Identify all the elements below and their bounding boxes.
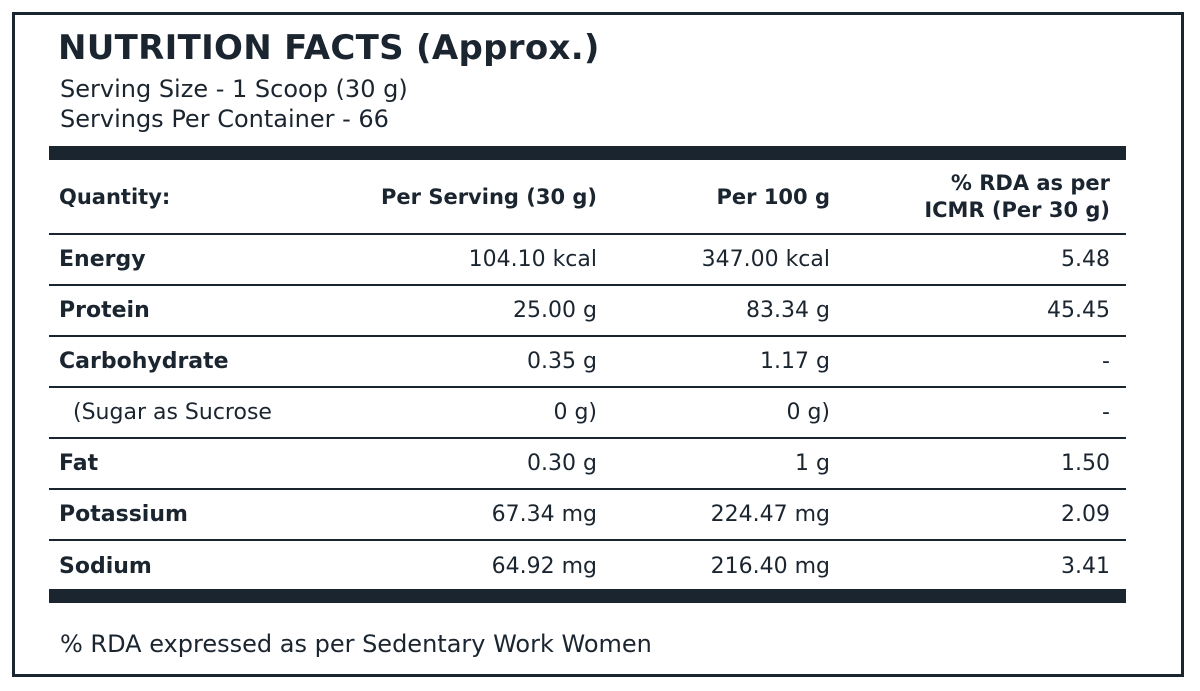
row-per-100g: 347.00 kcal [701, 247, 830, 272]
row-label: Fat [59, 451, 99, 476]
row-per-serving: 0 g) [553, 400, 597, 425]
bottom-divider-bar [49, 589, 1126, 603]
row-label: Protein [59, 298, 150, 323]
header-rda: % RDA as per ICMR (Per 30 g) [924, 170, 1110, 222]
row-per-100g: 1.17 g [760, 349, 830, 374]
servings-per-container: Servings Per Container - 66 [60, 105, 389, 133]
row-per-100g: 224.47 mg [710, 502, 830, 527]
row-per-100g: 216.40 mg [710, 554, 830, 579]
table-header-row: Quantity: Per Serving (30 g) Per 100 g %… [49, 160, 1126, 235]
row-rda: - [1102, 400, 1110, 425]
table-row: Potassium 67.34 mg 224.47 mg 2.09 [49, 490, 1126, 541]
nutrition-label-frame [12, 12, 1184, 677]
table-row: Carbohydrate 0.35 g 1.17 g - [49, 337, 1126, 388]
row-per-100g: 0 g) [786, 400, 830, 425]
table-row: (Sugar as Sucrose 0 g) 0 g) - [49, 388, 1126, 439]
row-rda: 1.50 [1061, 451, 1110, 476]
row-per-serving: 64.92 mg [491, 554, 597, 579]
row-rda: 5.48 [1061, 247, 1110, 272]
table-row: Energy 104.10 kcal 347.00 kcal 5.48 [49, 235, 1126, 286]
top-divider-bar [49, 146, 1126, 160]
table-row: Sodium 64.92 mg 216.40 mg 3.41 [49, 541, 1126, 592]
row-per-100g: 1 g [795, 451, 830, 476]
row-label: (Sugar as Sucrose [73, 400, 272, 425]
row-per-serving: 0.30 g [527, 451, 597, 476]
row-label: Potassium [59, 502, 188, 527]
row-rda: 2.09 [1061, 502, 1110, 527]
row-rda: 3.41 [1061, 554, 1110, 579]
header-quantity: Quantity: [59, 184, 171, 209]
table-row: Fat 0.30 g 1 g 1.50 [49, 439, 1126, 490]
header-per-100g: Per 100 g [716, 184, 830, 209]
header-per-serving: Per Serving (30 g) [381, 184, 597, 209]
row-per-100g: 83.34 g [746, 298, 830, 323]
row-per-serving: 25.00 g [513, 298, 597, 323]
row-label: Sodium [59, 554, 152, 579]
serving-size: Serving Size - 1 Scoop (30 g) [60, 75, 408, 103]
row-label: Carbohydrate [59, 349, 229, 374]
nutrition-title: NUTRITION FACTS (Approx.) [58, 28, 600, 68]
row-per-serving: 0.35 g [527, 349, 597, 374]
row-rda: 45.45 [1047, 298, 1110, 323]
row-rda: - [1102, 349, 1110, 374]
row-per-serving: 67.34 mg [491, 502, 597, 527]
row-label: Energy [59, 247, 146, 272]
table-row: Protein 25.00 g 83.34 g 45.45 [49, 286, 1126, 337]
rda-footnote: % RDA expressed as per Sedentary Work Wo… [60, 630, 652, 658]
row-per-serving: 104.10 kcal [468, 247, 597, 272]
nutrition-table: Quantity: Per Serving (30 g) Per 100 g %… [49, 160, 1126, 592]
